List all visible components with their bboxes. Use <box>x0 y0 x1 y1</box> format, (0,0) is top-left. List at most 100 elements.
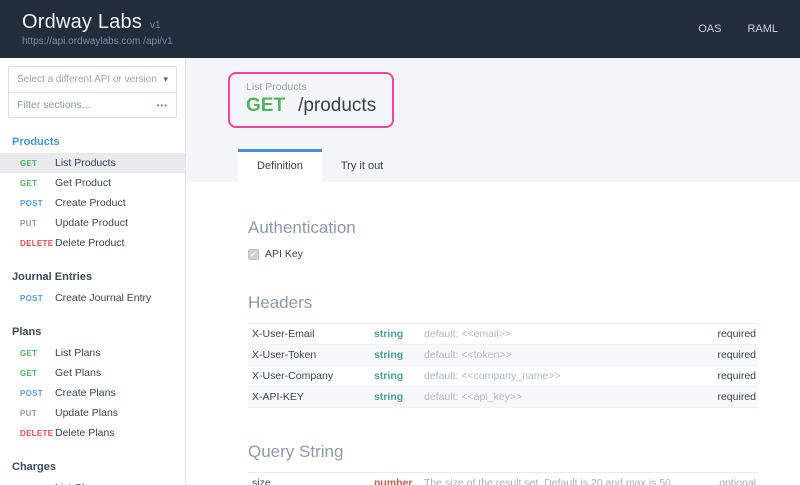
filter-row: ••• <box>9 92 176 117</box>
method-badge: DELETE <box>20 428 54 438</box>
sidebar-item-label: Update Product <box>55 217 128 229</box>
tab-definition[interactable]: Definition <box>238 149 322 182</box>
sidebar-item-update-product[interactable]: PUT Update Product <box>0 213 185 233</box>
method-badge: GET <box>20 348 38 358</box>
sidebar-item-label: Get Product <box>55 177 112 189</box>
topbar-links: OAS RAML <box>698 23 778 35</box>
sidebar-item-delete-plans[interactable]: DELETE Delete Plans <box>0 423 185 443</box>
sidebar-item-label: Update Plans <box>55 407 119 419</box>
sidebar-item-create-journal-entry[interactable]: POST Create Journal Entry <box>0 288 185 308</box>
param-name: X-User-Token <box>252 349 317 361</box>
param-requirement: optional <box>719 477 756 485</box>
query-string-table: size number The size of the result set. De… <box>248 472 758 485</box>
header-row-x-user-token: X-User-Token string default: <<token>> requ… <box>248 345 758 366</box>
sidebar-item-update-plans[interactable]: PUT Update Plans <box>0 403 185 423</box>
method-badge: PUT <box>20 408 37 418</box>
topbar: Ordway Labs v1 https://api.ordwaylabs.co… <box>0 0 800 58</box>
sidebar-item-label: Delete Plans <box>55 427 115 439</box>
sidebar-item-label: Create Plans <box>55 387 116 399</box>
sidebar-item-label: List Plans <box>55 347 101 359</box>
sidebar-item-label: Get Plans <box>55 367 102 379</box>
method-badge: PUT <box>20 218 37 228</box>
app-title-group: Ordway Labs v1 https://api.ordwaylabs.co… <box>22 11 173 47</box>
method-badge: POST <box>20 293 43 303</box>
endpoint-method: GET <box>246 95 286 116</box>
sidebar-section-plans[interactable]: Plans <box>12 326 42 338</box>
method-badge: GET <box>20 178 38 188</box>
headers-table: X-User-Email string default: <<email>> requ… <box>248 323 758 408</box>
sidebar-item-label: Create Journal Entry <box>55 292 152 304</box>
headers-title: Headers <box>248 293 313 312</box>
api-version-select[interactable]: Select a different API or version ▾ <box>9 67 176 92</box>
sidebar: Select a different API or version ▾ ••• … <box>0 58 186 485</box>
method-badge: POST <box>20 388 43 398</box>
endpoint-path: /products <box>298 95 377 116</box>
filter-sections-input[interactable] <box>17 99 157 111</box>
app-version-badge: v1 <box>150 20 161 31</box>
param-description-text: The size of the result set. Default is 2… <box>424 477 674 485</box>
header-row-x-user-email: X-User-Email string default: <<email>> requ… <box>248 324 758 345</box>
param-description: default: <<company_name>> <box>416 370 698 382</box>
param-name: X-User-Email <box>252 328 315 340</box>
sidebar-item-delete-product[interactable]: DELETE Delete Product <box>0 233 185 253</box>
param-type: string <box>374 349 404 361</box>
sidebar-item-label: List Products <box>55 157 116 169</box>
api-version-select-label: Select a different API or version <box>17 74 157 85</box>
sidebar-controls: Select a different API or version ▾ ••• <box>8 66 177 118</box>
param-default: default: <<api_key>> <box>424 391 523 403</box>
param-default: default: <<email>> <box>424 328 511 340</box>
param-requirement: required <box>717 370 756 382</box>
app-title: Ordway Labs <box>22 11 143 33</box>
param-description: default: <<email>> <box>416 328 698 340</box>
sidebar-item-create-product[interactable]: POST Create Product <box>0 193 185 213</box>
endpoint-signature: GET/products <box>246 95 376 117</box>
param-type: string <box>374 370 404 382</box>
authentication-section: Authentication ✓ API Key <box>248 218 758 260</box>
tab-try-it-out[interactable]: Try it out <box>340 160 384 172</box>
header-row-x-api-key: X-API-KEY string default: <<api_key>> requi… <box>248 387 758 408</box>
param-default: default: <<token>> <box>424 349 512 361</box>
api-key-row: ✓ API Key <box>248 248 758 260</box>
method-badge: GET <box>20 484 55 485</box>
main: List Products GET/products Definition Try… <box>186 58 800 485</box>
authentication-title: Authentication <box>248 218 356 237</box>
endpoint-highlight-box: List Products GET/products <box>228 72 395 128</box>
method-badge: GET <box>20 368 38 378</box>
method-badge: POST <box>20 198 43 208</box>
method-badge: DELETE <box>20 238 54 248</box>
query-string-section: Query String size number The size of the r… <box>248 442 758 485</box>
method-badge: GET <box>20 158 38 168</box>
sidebar-item-get-product[interactable]: GET Get Product <box>0 173 185 193</box>
headers-section: Headers X-User-Email string default: <<ema… <box>248 293 758 408</box>
api-key-checkbox[interactable]: ✓ <box>248 248 259 260</box>
definition-content: Authentication ✓ API Key Headers X-User-… <box>186 182 800 485</box>
sidebar-item-label: Create Product <box>55 197 126 209</box>
param-name: size <box>252 477 271 485</box>
chevron-down-icon: ▾ <box>163 74 168 84</box>
endpoint-name: List Products <box>246 81 307 93</box>
param-type: string <box>374 391 404 403</box>
query-string-title: Query String <box>248 442 344 461</box>
sidebar-item-list-plans[interactable]: GET List Plans <box>0 343 185 363</box>
param-description: default: <<api_key>> <box>416 391 698 403</box>
sidebar-item-create-plans[interactable]: POST Create Plans <box>0 383 185 403</box>
topbar-link-raml[interactable]: RAML <box>747 23 778 35</box>
header-row-x-user-company: X-User-Company string default: <<company_n… <box>248 366 758 387</box>
topbar-link-oas[interactable]: OAS <box>698 23 722 35</box>
param-name: X-User-Company <box>252 370 334 382</box>
param-requirement: required <box>717 391 756 403</box>
sidebar-section-products[interactable]: Products <box>12 136 60 148</box>
sidebar-item-get-plans[interactable]: GET Get Plans <box>0 363 185 383</box>
more-options-icon[interactable]: ••• <box>156 100 168 110</box>
sidebar-section-journal-entries[interactable]: Journal Entries <box>12 271 93 283</box>
sidebar-item-list-products[interactable]: GET List Products <box>0 153 185 173</box>
endpoint-header: List Products GET/products Definition Try… <box>186 58 800 182</box>
query-row-size: size number The size of the result set. De… <box>248 473 758 485</box>
sidebar-nav: Products GET List Products GET Get Product PO… <box>0 131 185 485</box>
tab-bar: Definition Try it out <box>238 149 800 182</box>
sidebar-item-label: Delete Product <box>55 237 125 249</box>
sidebar-section-charges[interactable]: Charges <box>12 461 57 473</box>
param-type: number <box>374 477 413 485</box>
param-type: string <box>374 328 404 340</box>
